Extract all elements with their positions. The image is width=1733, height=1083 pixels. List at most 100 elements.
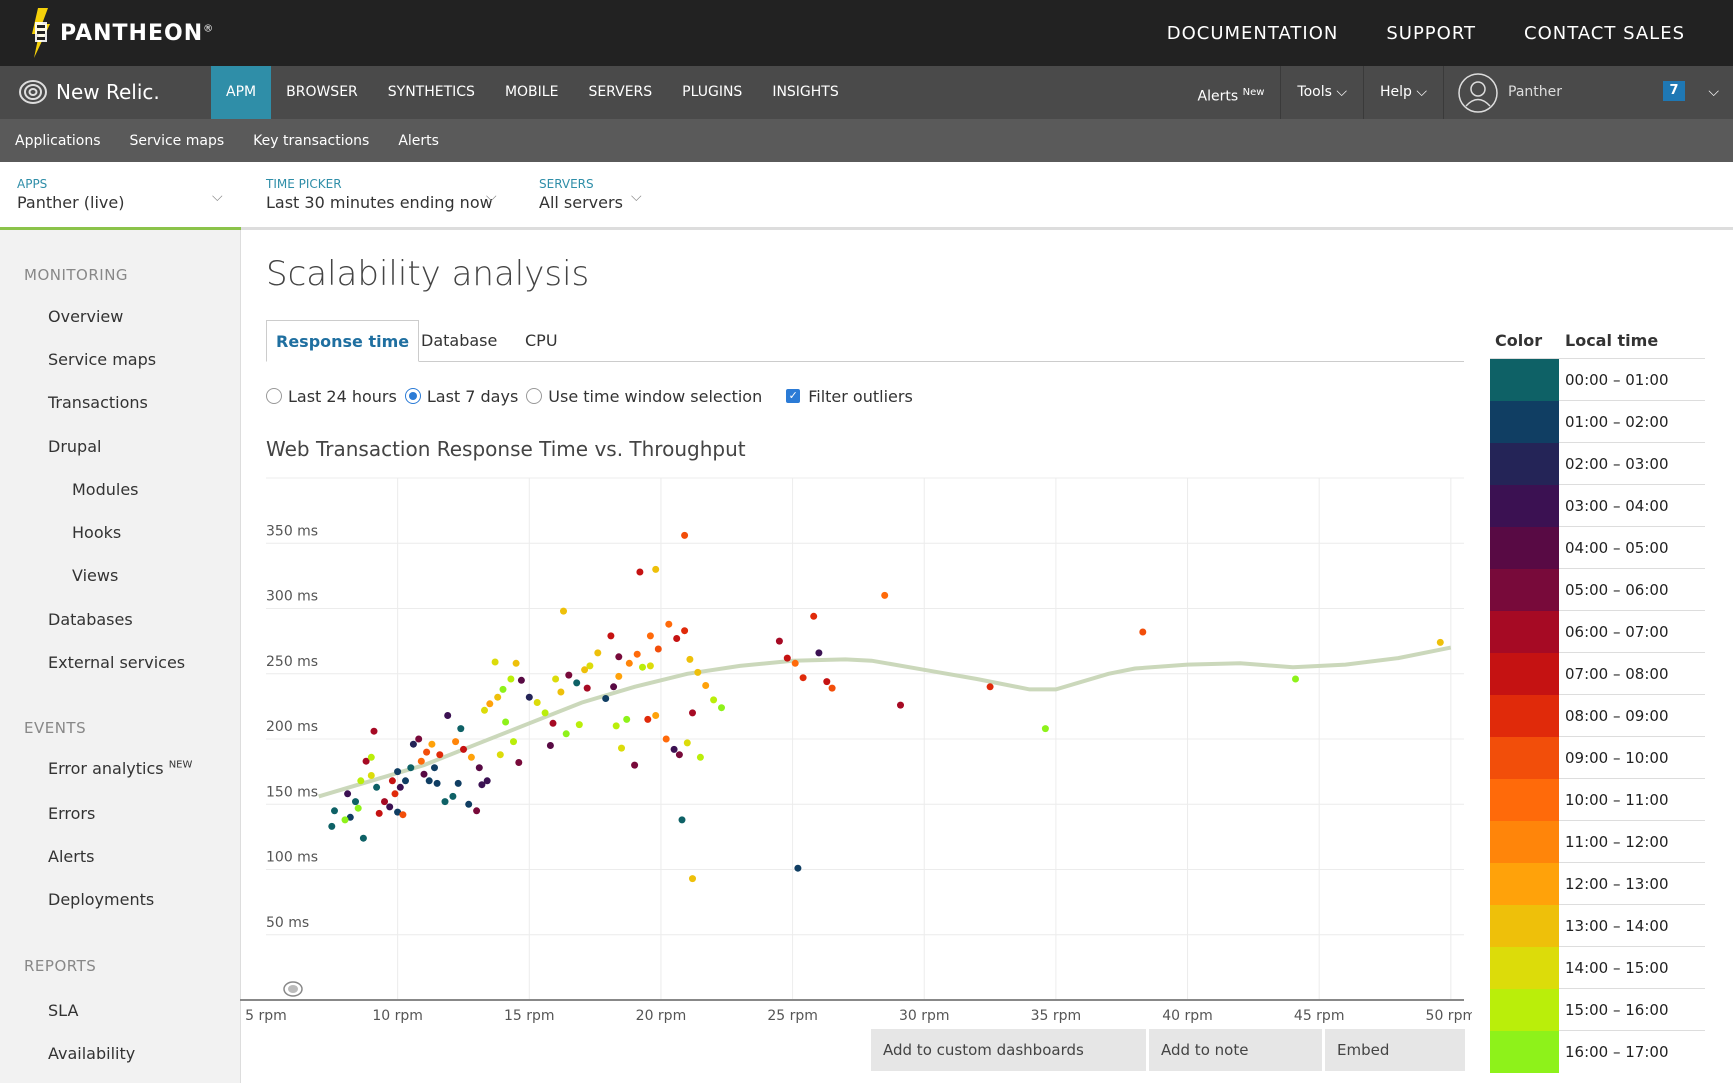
- documentation-link[interactable]: DOCUMENTATION: [1166, 22, 1339, 44]
- data-point: [1139, 628, 1147, 636]
- data-point: [610, 683, 618, 691]
- support-link[interactable]: SUPPORT: [1386, 22, 1477, 44]
- subnav-alerts[interactable]: Alerts: [398, 132, 439, 149]
- data-point: [665, 620, 673, 628]
- sidebar-item-errors[interactable]: Errors: [48, 804, 96, 823]
- x-tick-label: 20 rpm: [636, 1008, 687, 1024]
- notification-badge[interactable]: 7: [1663, 81, 1685, 101]
- y-tick-label: 200 ms: [266, 719, 318, 735]
- embed-button[interactable]: Embed: [1325, 1029, 1465, 1071]
- tab-cpu[interactable]: CPU: [525, 331, 558, 350]
- user-menu[interactable]: Panther 7 ⌵: [1443, 66, 1733, 119]
- subnav-applications[interactable]: Applications: [15, 132, 101, 149]
- option-time-window[interactable]: Use time window selection: [526, 387, 762, 406]
- sidebar-item-hooks[interactable]: Hooks: [72, 523, 122, 542]
- data-point: [381, 798, 388, 806]
- nav-browser[interactable]: BROWSER: [286, 84, 358, 100]
- option-filter-outliers-label: Filter outliers: [808, 386, 913, 406]
- option-last-24-hours[interactable]: Last 24 hours: [266, 387, 397, 406]
- data-point: [496, 751, 504, 759]
- add-to-dashboards-button[interactable]: Add to custom dashboards: [871, 1029, 1146, 1071]
- data-point: [420, 770, 428, 778]
- sidebar-item-modules[interactable]: Modules: [72, 480, 139, 499]
- data-point: [897, 701, 904, 709]
- contact-sales-link[interactable]: CONTACT SALES: [1524, 22, 1685, 44]
- data-point: [478, 781, 486, 789]
- sidebar-item-databases[interactable]: Databases: [48, 610, 133, 629]
- servers-picker[interactable]: SERVERS All servers ⌵: [539, 177, 659, 212]
- radio-last-24-hours[interactable]: [266, 388, 282, 404]
- data-point: [541, 709, 549, 717]
- legend-row: 07:00 – 08:00: [1490, 652, 1705, 695]
- legend-row: 00:00 – 01:00: [1490, 358, 1705, 401]
- data-point: [328, 822, 336, 830]
- sidebar-item-external-services[interactable]: External services: [48, 653, 186, 672]
- time-picker[interactable]: TIME PICKER Last 30 minutes ending now ⌵: [266, 177, 506, 212]
- data-point: [486, 700, 494, 708]
- nav-synthetics[interactable]: SYNTHETICS: [387, 84, 475, 100]
- sidebar-item-availability[interactable]: Availability: [48, 1044, 136, 1063]
- y-tick-label: 400 ms: [266, 470, 318, 474]
- x-tick-label: 45 rpm: [1294, 1008, 1345, 1024]
- nav-apm[interactable]: APM: [211, 66, 272, 119]
- apps-picker[interactable]: APPS Panther (live) ⌵: [17, 177, 227, 212]
- radio-last-7-days[interactable]: [404, 388, 421, 404]
- sidebar-item-error-analytics-label: Error analytics: [48, 759, 164, 778]
- y-tick-label: 150 ms: [266, 784, 318, 800]
- sidebar-item-drupal[interactable]: Drupal: [48, 437, 102, 456]
- checkbox-filter-outliers[interactable]: ✓: [786, 389, 801, 403]
- nav-tools-label: Tools: [1297, 84, 1332, 100]
- data-point: [646, 662, 654, 670]
- tab-database[interactable]: Database: [421, 331, 498, 350]
- data-point: [594, 649, 602, 657]
- nav-insights[interactable]: INSIGHTS: [772, 84, 839, 100]
- sidebar-item-views[interactable]: Views: [72, 566, 119, 585]
- sidebar-item-service-maps[interactable]: Service maps: [48, 350, 157, 369]
- new-relic-eye-icon: [19, 80, 47, 104]
- nav-alerts[interactable]: Alerts New: [1182, 66, 1281, 119]
- tab-response-time[interactable]: Response time: [266, 320, 420, 362]
- nav-plugins[interactable]: PLUGINS: [682, 84, 743, 100]
- sidebar-item-deployments[interactable]: Deployments: [48, 890, 155, 909]
- data-point: [449, 792, 457, 800]
- pantheon-bolt-icon: [32, 8, 50, 58]
- data-point: [552, 675, 560, 683]
- nav-tools[interactable]: Tools ⌵: [1280, 66, 1363, 119]
- data-point: [457, 725, 465, 733]
- data-point: [483, 777, 491, 785]
- scatter-chart[interactable]: 50 ms 100 ms 150 ms 200 ms 250 ms 300 ms 350 m…: [240, 470, 1472, 1025]
- nav-help[interactable]: Help ⌵: [1363, 66, 1443, 119]
- legend-time-label: 12:00 – 13:00: [1559, 863, 1669, 904]
- legend-swatch: [1490, 905, 1559, 947]
- new-relic-logo[interactable]: New Relic.: [18, 79, 160, 105]
- legend-row: 16:00 – 17:00: [1490, 1030, 1705, 1073]
- nav-mobile[interactable]: MOBILE: [504, 84, 559, 100]
- data-point: [810, 612, 818, 620]
- nav-servers[interactable]: SERVERS: [588, 84, 653, 100]
- sidebar: MONITORING Overview Service maps Transac…: [0, 230, 241, 1083]
- x-tick-label: 50 rpm: [1426, 1008, 1472, 1024]
- sidebar-item-transactions[interactable]: Transactions: [48, 393, 148, 412]
- sidebar-item-alerts[interactable]: Alerts: [48, 847, 95, 866]
- add-to-note-button[interactable]: Add to note: [1149, 1029, 1322, 1071]
- data-point: [583, 684, 591, 692]
- y-tick-label: 300 ms: [266, 589, 318, 605]
- legend-row: 12:00 – 13:00: [1490, 862, 1705, 905]
- sidebar-item-error-analytics[interactable]: Error analytics NEW: [48, 759, 192, 778]
- option-last-7-days[interactable]: Last 7 days: [404, 387, 518, 406]
- subnav-service-maps[interactable]: Service maps: [129, 132, 225, 149]
- pantheon-logo[interactable]: PANTHEON®: [30, 8, 214, 58]
- option-filter-outliers[interactable]: ✓ Filter outliers: [786, 387, 913, 406]
- subnav-key-transactions[interactable]: Key transactions: [253, 132, 370, 149]
- data-point: [373, 783, 381, 791]
- y-tick-label: 350 ms: [266, 523, 318, 539]
- sidebar-item-sla[interactable]: SLA: [48, 1001, 79, 1020]
- sidebar-item-overview[interactable]: Overview: [48, 307, 124, 326]
- chevron-down-icon: ⌵: [1416, 84, 1427, 100]
- data-point: [494, 693, 502, 701]
- chevron-down-icon: ⌵: [212, 189, 223, 205]
- data-point: [359, 834, 367, 842]
- chevron-down-icon[interactable]: ⌵: [1708, 84, 1719, 100]
- data-point: [1436, 638, 1444, 646]
- radio-time-window[interactable]: [526, 388, 543, 404]
